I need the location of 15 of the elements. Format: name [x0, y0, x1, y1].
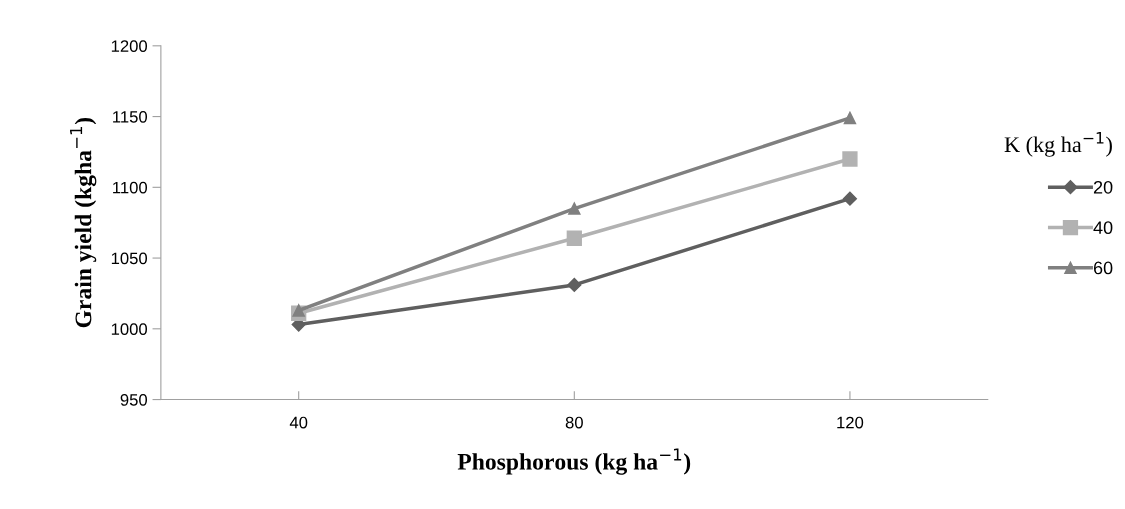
y-tick-label: 1000 [111, 323, 148, 336]
legend-label: 40 [1093, 221, 1113, 235]
y-tick-label: 1150 [113, 110, 148, 123]
x-tick-label: 120 [837, 416, 864, 429]
y-tick-label: 1100 [113, 181, 148, 194]
y-axis-title: Grain yield (kgha$^{−1}$) [70, 117, 97, 328]
legend-label: 20 [1093, 180, 1113, 194]
x-tick-label: 40 [289, 416, 308, 429]
y-tick-label: 1200 [111, 40, 148, 53]
y-tick-label: 1050 [111, 252, 148, 265]
legend-title: K (kg ha$^{−1}$) [1004, 132, 1112, 157]
x-tick-label: 80 [565, 416, 583, 429]
legend-label: 60 [1093, 261, 1113, 275]
x-axis-title: Phosphorous (kg ha$^{−1}$) [457, 448, 691, 475]
y-tick-label: 950 [120, 393, 148, 406]
